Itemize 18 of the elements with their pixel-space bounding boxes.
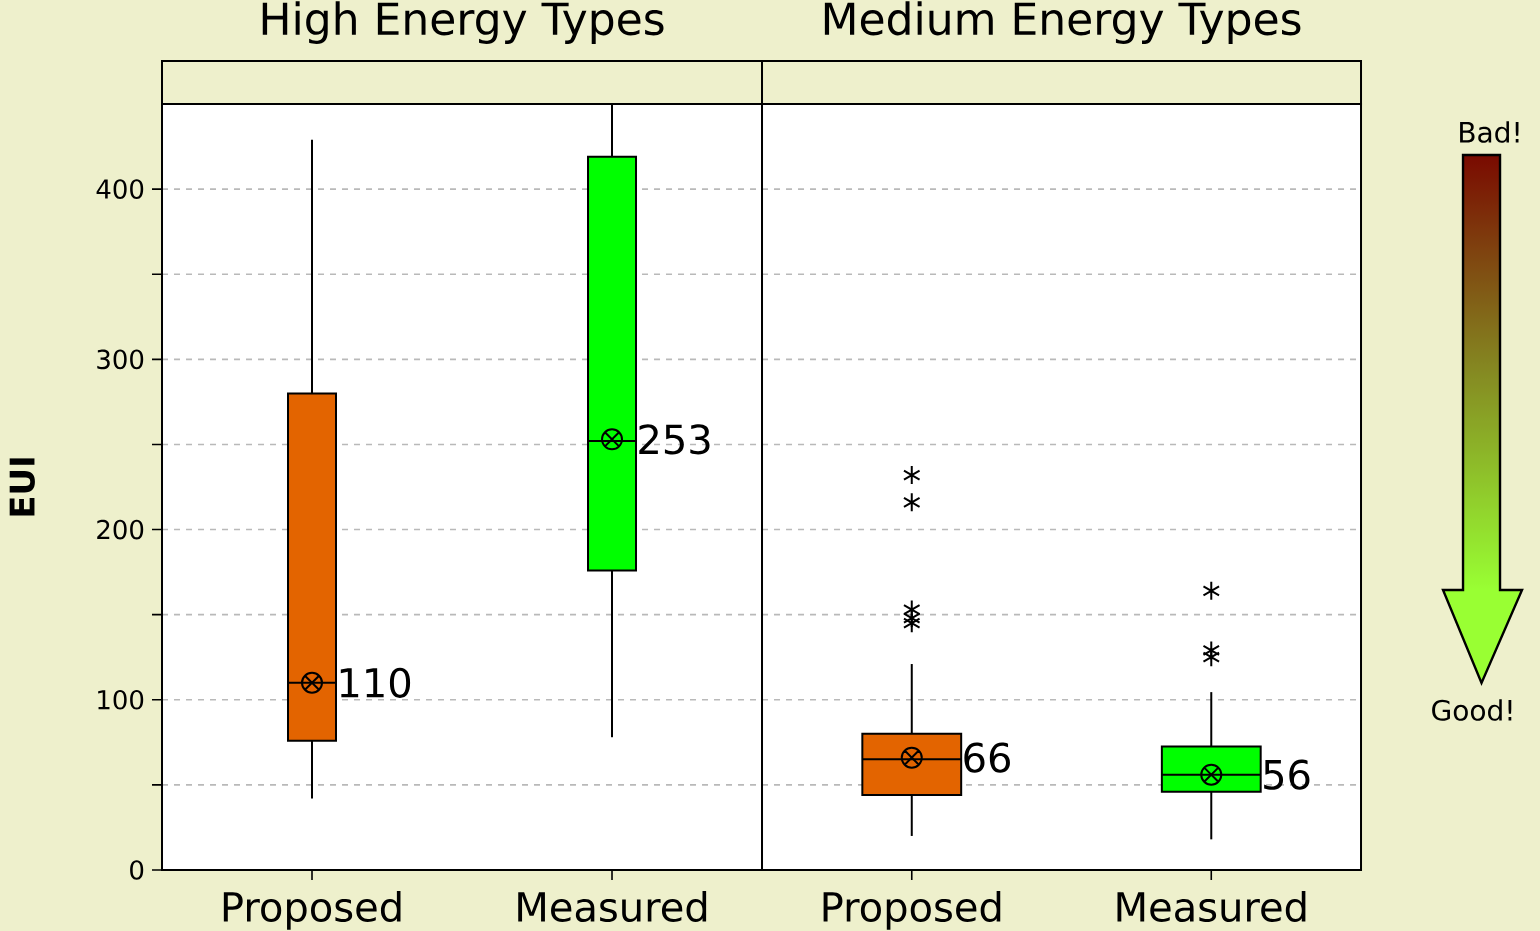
annotation: 56 [1264, 759, 1310, 790]
annotation: 110 [340, 667, 411, 698]
y-tick-label: 0 [130, 860, 144, 880]
text: Bad! [1460, 121, 1519, 143]
y-axis-title: EUI [9, 458, 35, 516]
text: Good! [1432, 699, 1512, 721]
chart-title: High Energy Types [262, 1, 664, 44]
x-tick-label: Proposed [223, 891, 401, 930]
x-tick-label: Measured [518, 891, 707, 923]
y-tick-label: 200 [97, 519, 144, 540]
x-tick-label: Measured [1117, 891, 1306, 923]
y-tick-label: 400 [96, 179, 144, 199]
y-tick-label: 300 [97, 349, 144, 370]
chart-title: Medium Energy Types [824, 1, 1301, 44]
annotation: 66 [964, 742, 1010, 773]
annotation: 253 [639, 424, 710, 455]
y-tick-label: 100 [98, 689, 144, 710]
x-tick-label: Proposed [823, 891, 1001, 930]
